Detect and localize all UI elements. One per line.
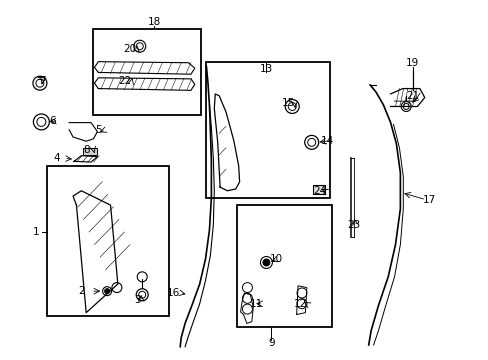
Text: 17: 17 — [422, 195, 435, 205]
Text: 19: 19 — [405, 58, 418, 68]
Bar — [82, 148, 97, 155]
Bar — [47, 166, 169, 316]
Text: 2: 2 — [78, 286, 84, 296]
Text: 22: 22 — [118, 76, 131, 86]
Text: 4: 4 — [54, 153, 60, 163]
Bar — [237, 205, 331, 327]
Text: 3: 3 — [134, 295, 141, 305]
Text: 6: 6 — [49, 116, 55, 126]
Bar — [312, 185, 324, 194]
Text: 15: 15 — [281, 98, 294, 108]
Text: 11: 11 — [249, 299, 263, 309]
Text: 16: 16 — [167, 288, 180, 298]
Text: 13: 13 — [259, 64, 272, 74]
Circle shape — [263, 259, 269, 266]
Bar — [205, 62, 329, 198]
Text: 21: 21 — [405, 91, 418, 101]
Text: 24: 24 — [313, 186, 326, 196]
Text: 23: 23 — [347, 220, 360, 230]
Text: 12: 12 — [293, 299, 306, 309]
Text: 20: 20 — [123, 44, 136, 54]
Circle shape — [104, 289, 109, 294]
Text: 9: 9 — [267, 338, 274, 348]
Text: 7: 7 — [39, 76, 45, 86]
Text: 10: 10 — [269, 254, 282, 264]
Text: 1: 1 — [33, 227, 40, 237]
Bar — [93, 30, 200, 116]
Text: 18: 18 — [147, 17, 161, 27]
Text: 8: 8 — [82, 144, 89, 154]
Text: 14: 14 — [320, 136, 333, 145]
Text: 5: 5 — [95, 125, 102, 135]
